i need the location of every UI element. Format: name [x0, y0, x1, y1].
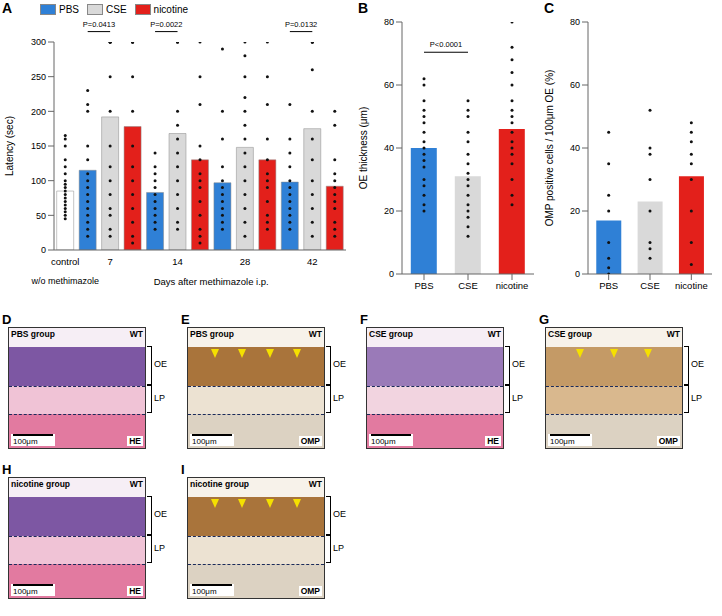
svg-text:14: 14 — [172, 256, 183, 267]
html-text:LP: LP — [691, 393, 702, 403]
svg-text:P<0.0001: P<0.0001 — [430, 40, 462, 49]
html-text:D: D — [2, 312, 12, 327]
svg-text:0: 0 — [389, 269, 394, 279]
svg-text:OMP positive cells / 100μm OE: OMP positive cells / 100μm OE (%) — [544, 70, 555, 227]
svg-text:Latency (sec): Latency (sec) — [4, 116, 15, 176]
html-text:LP: LP — [512, 393, 523, 403]
html-text:LP: LP — [333, 393, 344, 403]
html-text:PBS group: PBS group — [190, 329, 234, 339]
html-text:H: H — [2, 462, 12, 477]
html-text:WT: WT — [308, 329, 322, 339]
html-text:F: F — [360, 312, 368, 327]
svg-text:42: 42 — [307, 256, 318, 267]
svg-text:100: 100 — [31, 176, 46, 186]
svg-text:60: 60 — [384, 80, 394, 90]
html-text:100μm: 100μm — [192, 437, 217, 446]
svg-text:7: 7 — [108, 256, 113, 267]
html-text:WT: WT — [308, 479, 322, 489]
svg-text:60: 60 — [570, 80, 580, 90]
html-text:OE: OE — [512, 359, 525, 370]
svg-text:20: 20 — [570, 206, 580, 216]
html-text:100μm: 100μm — [192, 587, 217, 596]
svg-text:40: 40 — [570, 143, 580, 153]
html-text:WT: WT — [666, 329, 680, 339]
html-text:CSE group: CSE group — [369, 329, 413, 339]
html-text:OMP: OMP — [658, 436, 678, 446]
svg-text:0: 0 — [575, 269, 580, 279]
svg-text:0: 0 — [41, 245, 46, 255]
html-text:100μm: 100μm — [550, 437, 575, 446]
svg-text:150: 150 — [31, 141, 46, 151]
svg-text:P=0.0413: P=0.0413 — [83, 20, 115, 29]
html-text:OMP: OMP — [300, 586, 320, 596]
html-text:nicotine group: nicotine group — [190, 479, 249, 489]
html-text:CSE group: CSE group — [548, 329, 592, 339]
svg-text:80: 80 — [570, 17, 580, 27]
svg-text:nicotine: nicotine — [496, 280, 529, 291]
html-text:100μm: 100μm — [13, 437, 38, 446]
html-text:OE: OE — [691, 359, 704, 370]
svg-text:300: 300 — [31, 37, 46, 47]
html-text:HE: HE — [129, 436, 141, 446]
svg-text:PBS: PBS — [599, 280, 618, 291]
html-text:100μm: 100μm — [13, 587, 38, 596]
html-text:CSE: CSE — [106, 4, 127, 15]
html-text:E: E — [181, 312, 190, 327]
html-text:OE: OE — [154, 509, 167, 520]
svg-text:200: 200 — [31, 107, 46, 117]
html-text:C: C — [544, 0, 555, 16]
html-text:100μm: 100μm — [371, 437, 396, 446]
html-text:WT: WT — [129, 329, 143, 339]
html-text:B: B — [358, 0, 369, 16]
html-text:nicotine group: nicotine group — [11, 479, 70, 489]
svg-text:P=0.0132: P=0.0132 — [285, 20, 317, 29]
html-text:LP: LP — [154, 393, 165, 403]
html-text:nicotine: nicotine — [153, 4, 188, 15]
html-text:LP: LP — [154, 543, 165, 553]
svg-text:OE thickness (μm): OE thickness (μm) — [358, 107, 369, 189]
html-text:PBS group: PBS group — [11, 329, 55, 339]
html-text:G: G — [539, 312, 550, 327]
svg-text:control: control — [51, 256, 80, 267]
html-text:w/o methimazole: w/o methimazole — [31, 276, 99, 286]
svg-text:250: 250 — [31, 72, 46, 82]
html-text:A: A — [2, 0, 13, 16]
svg-text:PBS: PBS — [414, 280, 433, 291]
svg-text:40: 40 — [384, 143, 394, 153]
html-text:I: I — [181, 462, 185, 477]
svg-text:50: 50 — [36, 211, 46, 221]
svg-text:20: 20 — [384, 206, 394, 216]
html-text:OE: OE — [333, 509, 346, 520]
svg-text:CSE: CSE — [458, 280, 478, 291]
html-text:Days after methimazole i.p.: Days after methimazole i.p. — [153, 276, 269, 287]
html-text:OMP: OMP — [300, 436, 320, 446]
html-text:OE: OE — [333, 359, 346, 370]
svg-text:P=0.0022: P=0.0022 — [150, 20, 182, 29]
html-text:PBS: PBS — [59, 4, 79, 15]
html-text:WT: WT — [487, 329, 501, 339]
svg-text:80: 80 — [384, 17, 394, 27]
svg-text:nicotine: nicotine — [675, 280, 708, 291]
html-text:HE: HE — [129, 586, 141, 596]
html-text:HE: HE — [487, 436, 499, 446]
html-text:OE: OE — [154, 359, 167, 370]
html-text:WT: WT — [129, 479, 143, 489]
svg-text:28: 28 — [240, 256, 251, 267]
html-text:LP: LP — [333, 543, 344, 553]
svg-text:CSE: CSE — [640, 280, 660, 291]
